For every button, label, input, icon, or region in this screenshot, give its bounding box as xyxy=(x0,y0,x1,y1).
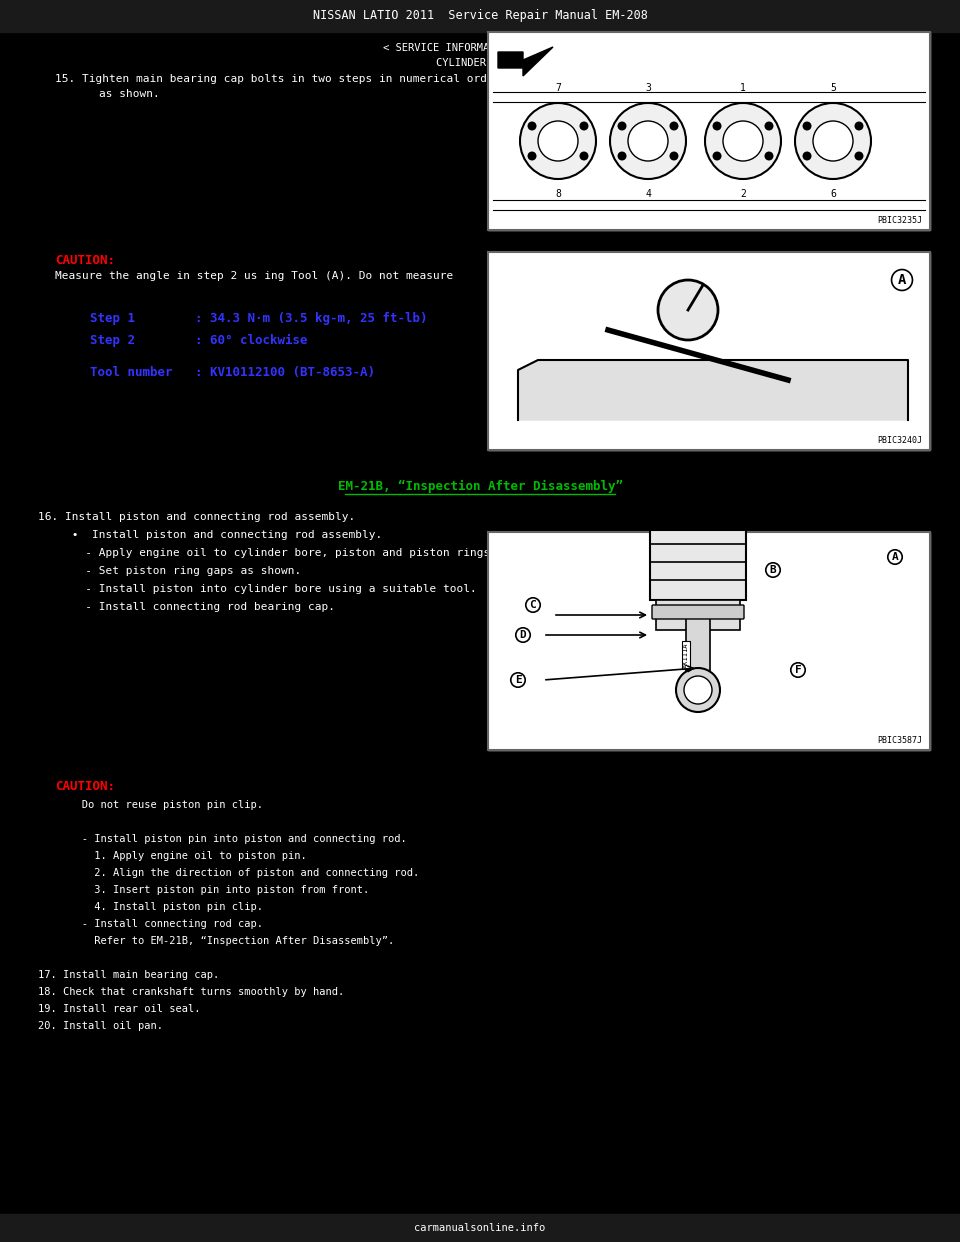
Text: B: B xyxy=(770,565,777,575)
Circle shape xyxy=(520,103,596,179)
Text: AK111A: AK111A xyxy=(683,642,689,668)
Text: 19. Install rear oil seal.: 19. Install rear oil seal. xyxy=(38,1004,201,1013)
Circle shape xyxy=(813,120,853,161)
Text: A: A xyxy=(892,551,899,561)
Text: - Set piston ring gaps as shown.: - Set piston ring gaps as shown. xyxy=(38,566,301,576)
Text: EM-21B, “Inspection After Disassembly”: EM-21B, “Inspection After Disassembly” xyxy=(338,479,622,493)
Text: 3: 3 xyxy=(645,83,651,93)
Bar xyxy=(656,600,740,630)
Circle shape xyxy=(610,103,686,179)
Circle shape xyxy=(527,152,537,160)
Circle shape xyxy=(658,279,718,340)
Bar xyxy=(488,32,930,230)
Text: NISSAN LATIO 2011  Service Repair Manual EM-208: NISSAN LATIO 2011 Service Repair Manual … xyxy=(313,10,647,22)
Text: 3. Insert piston pin into piston from front.: 3. Insert piston pin into piston from fr… xyxy=(38,886,370,895)
Polygon shape xyxy=(498,47,553,76)
Text: PBIC3240J: PBIC3240J xyxy=(877,436,922,445)
Bar xyxy=(488,532,930,750)
Circle shape xyxy=(705,103,781,179)
Circle shape xyxy=(712,152,722,160)
Bar xyxy=(686,610,710,681)
Text: - Install piston into cylinder bore using a suitable tool.: - Install piston into cylinder bore usin… xyxy=(38,584,477,594)
Text: 2. Align the direction of piston and connecting rod.: 2. Align the direction of piston and con… xyxy=(38,868,420,878)
Text: 17. Install main bearing cap.: 17. Install main bearing cap. xyxy=(38,970,219,980)
Circle shape xyxy=(723,120,763,161)
Text: •  Install piston and connecting rod assembly.: • Install piston and connecting rod asse… xyxy=(38,530,382,540)
Text: C: C xyxy=(530,600,537,610)
Circle shape xyxy=(669,122,679,130)
Text: 1: 1 xyxy=(740,83,746,93)
Bar xyxy=(488,532,930,750)
Bar xyxy=(488,32,930,230)
Text: 20. Install oil pan.: 20. Install oil pan. xyxy=(38,1021,163,1031)
Text: as shown.: as shown. xyxy=(72,89,159,99)
Polygon shape xyxy=(518,360,908,420)
Text: 15. Tighten main bearing cap bolts in two steps in numerical order: 15. Tighten main bearing cap bolts in tw… xyxy=(55,75,500,84)
Circle shape xyxy=(803,122,811,130)
Text: Refer to EM-21B, “Inspection After Disassembly”.: Refer to EM-21B, “Inspection After Disas… xyxy=(38,936,395,946)
Text: CYLINDER BLOCK: CYLINDER BLOCK xyxy=(436,58,524,68)
Circle shape xyxy=(764,152,774,160)
Text: PBIC3587J: PBIC3587J xyxy=(877,737,922,745)
Text: < SERVICE INFORMATION >[MR18DE]: < SERVICE INFORMATION >[MR18DE] xyxy=(383,42,577,52)
Text: - Apply engine oil to cylinder bore, piston and piston rings.: - Apply engine oil to cylinder bore, pis… xyxy=(38,548,497,558)
Circle shape xyxy=(854,152,863,160)
Text: CAUTION:: CAUTION: xyxy=(55,780,115,792)
Bar xyxy=(488,252,930,450)
Circle shape xyxy=(676,668,720,712)
Text: 4. Install piston pin clip.: 4. Install piston pin clip. xyxy=(38,902,263,912)
Text: F: F xyxy=(795,664,802,674)
Circle shape xyxy=(538,120,578,161)
Polygon shape xyxy=(55,134,80,156)
Text: D: D xyxy=(519,630,526,640)
Circle shape xyxy=(669,152,679,160)
Circle shape xyxy=(628,120,668,161)
Text: 2: 2 xyxy=(740,189,746,199)
Text: 7: 7 xyxy=(555,83,561,93)
Text: Measure the angle in step 2 us ing Tool (A). Do not measure: Measure the angle in step 2 us ing Tool … xyxy=(55,271,453,281)
Text: Step 1        : 34.3 N·m (3.5 kg-m, 25 ft-lb): Step 1 : 34.3 N·m (3.5 kg-m, 25 ft-lb) xyxy=(90,312,427,325)
Text: - Install connecting rod cap.: - Install connecting rod cap. xyxy=(38,919,263,929)
Text: - Install connecting rod bearing cap.: - Install connecting rod bearing cap. xyxy=(38,602,335,612)
Text: PBIC3235J: PBIC3235J xyxy=(877,216,922,225)
Text: 5: 5 xyxy=(830,83,836,93)
Text: 8: 8 xyxy=(555,189,561,199)
Circle shape xyxy=(527,122,537,130)
Bar xyxy=(488,252,930,450)
Circle shape xyxy=(795,103,871,179)
Circle shape xyxy=(803,152,811,160)
Text: E: E xyxy=(515,674,521,686)
Circle shape xyxy=(764,122,774,130)
FancyBboxPatch shape xyxy=(652,605,744,619)
Text: Do not reuse piston pin clip.: Do not reuse piston pin clip. xyxy=(38,800,263,810)
Text: CAUTION:: CAUTION: xyxy=(55,255,115,267)
Text: - Install piston pin into piston and connecting rod.: - Install piston pin into piston and con… xyxy=(38,833,407,845)
Text: Tool number   : KV10112100 (BT-8653-A): Tool number : KV10112100 (BT-8653-A) xyxy=(90,366,375,379)
Circle shape xyxy=(684,676,712,704)
Text: A: A xyxy=(898,273,906,287)
Circle shape xyxy=(617,152,627,160)
Bar xyxy=(650,530,746,600)
Bar xyxy=(0,0,960,32)
Bar xyxy=(0,1213,960,1242)
Text: 4: 4 xyxy=(645,189,651,199)
Circle shape xyxy=(580,122,588,130)
Text: 16. Install piston and connecting rod assembly.: 16. Install piston and connecting rod as… xyxy=(38,512,355,522)
Circle shape xyxy=(854,122,863,130)
Text: Step 2        : 60° clockwise: Step 2 : 60° clockwise xyxy=(90,334,307,347)
Text: carmanualsonline.info: carmanualsonline.info xyxy=(415,1223,545,1233)
Text: 1. Apply engine oil to piston pin.: 1. Apply engine oil to piston pin. xyxy=(38,851,307,861)
Circle shape xyxy=(617,122,627,130)
Circle shape xyxy=(580,152,588,160)
Text: 18. Check that crankshaft turns smoothly by hand.: 18. Check that crankshaft turns smoothly… xyxy=(38,987,345,997)
Text: 6: 6 xyxy=(830,189,836,199)
Circle shape xyxy=(712,122,722,130)
